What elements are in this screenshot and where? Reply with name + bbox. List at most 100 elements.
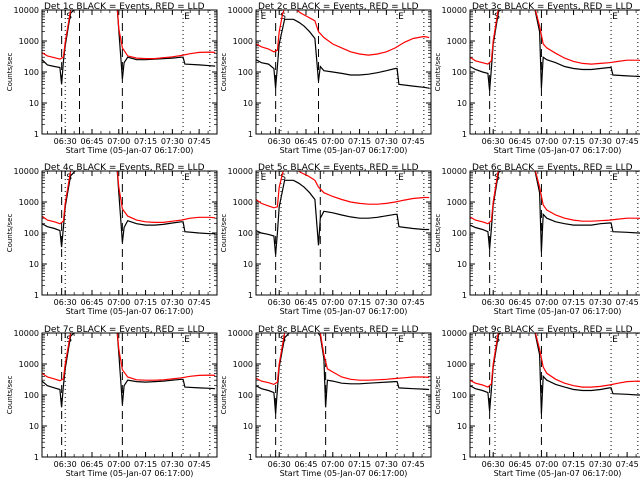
series-line-lld [256,333,430,386]
x-axis-label: Start Time (05-Jan-07 06:17:00) [66,146,194,155]
y-tick-label: 1000 [19,37,39,46]
series-line-events [256,18,430,89]
y-axis-label: Counts/sec [434,53,442,92]
x-tick-label: 06:30 [54,460,77,469]
x-axis-label: Start Time (05-Jan-07 06:17:00) [494,146,622,155]
y-tick-label: 1 [248,130,253,139]
x-tick-label: 07:15 [348,298,371,307]
x-tick-label: 07:00 [107,460,130,469]
x-tick-label: 07:15 [348,137,371,146]
x-tick-label: 07:45 [402,298,425,307]
x-axis-label: Start Time (05-Jan-07 06:17:00) [494,307,622,316]
series-group [256,171,430,255]
y-tick-label: 10 [243,422,253,431]
series-line-lld [42,10,216,60]
reference-lines [275,333,425,457]
y-tick-label: 10000 [228,329,253,338]
y-tick-label: 10000 [442,329,467,338]
x-tick-label: 07:00 [107,137,130,146]
x-tick-label: 07:15 [134,298,157,307]
plot-frame [255,9,432,135]
panel-title: Det 5c BLACK = Events, RED = LLD [258,163,419,173]
x-tick-label: 06:45 [294,298,317,307]
detector-panel: Det 8c BLACK = Events, RED = LLD 1 10 100 10… [220,325,432,478]
x-tick-label: 07:45 [616,460,639,469]
y-tick-label: 1000 [19,198,39,207]
panel-title: Det 1c BLACK = Events, RED = LLD [44,2,205,12]
x-tick-label: 07:00 [535,137,558,146]
x-tick-label: 07:30 [161,298,184,307]
reference-lines [61,333,211,457]
y-tick-label: 1 [34,291,39,300]
series-group [470,333,640,414]
y-axis-label: Counts/sec [6,214,14,253]
x-tick-label: 06:45 [508,137,531,146]
x-tick-label: 06:45 [80,460,103,469]
x-tick-label: 06:30 [54,137,77,146]
series-line-events [42,333,216,408]
y-tick-label: 10 [457,99,467,108]
y-tick-label: 100 [452,68,467,77]
series-line-events [470,171,640,252]
interval-marker: E [398,173,404,183]
panel-title: Det 6c BLACK = Events, RED = LLD [472,163,633,173]
interval-marker: E [398,12,404,22]
x-axis-label: Start Time (05-Jan-07 06:17:00) [66,307,194,316]
series-line-lld [470,171,640,225]
y-tick-label: 100 [452,229,467,238]
y-tick-label: 1 [462,453,467,462]
series-group [42,171,216,248]
x-tick-label: 07:00 [107,298,130,307]
detector-panel: Det 7c BLACK = Events, RED = LLD 1 10 100 10… [6,325,218,478]
panel-title: Det 4c BLACK = Events, RED = LLD [44,163,205,173]
x-tick-label: 07:45 [402,137,425,146]
plot-frame [469,9,640,135]
x-tick-label: 07:15 [134,460,157,469]
series-line-lld [470,10,640,65]
reference-lines [275,10,425,134]
interval-marker: E [184,335,190,345]
detector-panel: Det 5c BLACK = Events, RED = LLD 1 10 100 10… [220,163,432,316]
series-group [42,333,216,408]
series-line-events [42,171,216,248]
panel-title: Det 3c BLACK = Events, RED = LLD [472,2,633,12]
series-line-lld [256,171,430,209]
y-tick-label: 100 [24,391,39,400]
y-axis-label: Counts/sec [434,214,442,253]
series-group [256,10,430,89]
reference-lines [489,171,639,295]
x-tick-label: 06:45 [294,460,317,469]
y-tick-label: 100 [452,391,467,400]
interval-marker: E [261,173,267,183]
y-tick-label: 100 [24,229,39,238]
reference-lines [61,171,211,295]
x-tick-label: 07:00 [321,137,344,146]
y-tick-label: 1 [248,291,253,300]
x-tick-label: 06:30 [482,137,505,146]
plot-frame [41,170,218,296]
detector-panel: Det 9c BLACK = Events, RED = LLD 1 10 100 10… [434,325,640,478]
series-line-events [256,333,430,414]
y-tick-label: 10000 [14,167,39,176]
x-tick-label: 06:30 [268,460,291,469]
interval-marker: E [612,173,618,183]
y-axis-label: Counts/sec [220,376,228,415]
panel-title: Det 8c BLACK = Events, RED = LLD [258,325,419,335]
x-tick-label: 07:45 [188,460,211,469]
y-tick-label: 1000 [19,360,39,369]
y-tick-label: 1 [462,291,467,300]
x-tick-label: 07:00 [321,460,344,469]
reference-lines [489,333,639,457]
series-line-events [470,333,640,414]
y-tick-label: 10 [243,99,253,108]
panel-title: Det 2c BLACK = Events, RED = LLD [258,2,419,12]
interval-marker: E [184,173,190,183]
x-tick-label: 07:45 [188,298,211,307]
series-group [470,171,640,252]
plot-frame [41,332,218,458]
y-axis-label: Counts/sec [220,214,228,253]
y-tick-label: 1 [462,130,467,139]
y-tick-label: 100 [238,391,253,400]
plot-frame [255,332,432,458]
x-axis-label: Start Time (05-Jan-07 06:17:00) [66,469,194,478]
